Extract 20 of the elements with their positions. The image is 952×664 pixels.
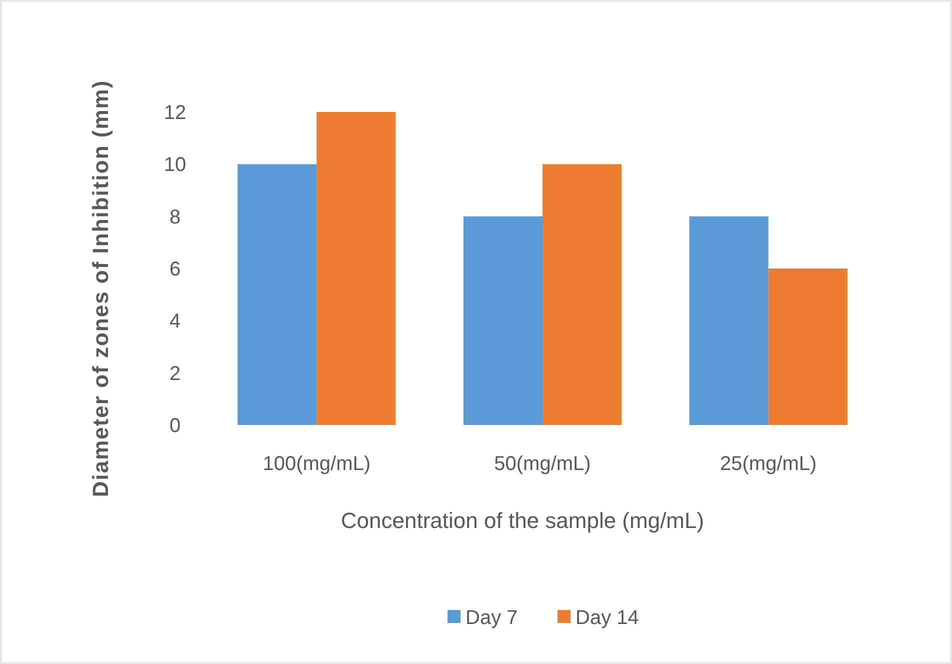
x-tick-label: 25(mg/mL) — [720, 453, 817, 475]
bar — [689, 216, 768, 425]
bar — [238, 164, 317, 425]
y-tick-label: 8 — [169, 206, 181, 228]
y-axis-title: Diameter of zones of Inhibition (mm) — [88, 80, 113, 498]
legend-label: Day 7 — [466, 607, 518, 629]
y-tick-label: 4 — [169, 310, 181, 333]
x-tick-label: 100(mg/mL) — [262, 453, 371, 475]
bar — [542, 164, 622, 425]
legend-label: Day 14 — [576, 607, 639, 629]
y-tick-label: 2 — [169, 362, 181, 385]
bar — [463, 216, 542, 425]
y-tick-label: 6 — [169, 258, 181, 280]
y-tick-label: 10 — [164, 154, 186, 176]
bar — [316, 112, 396, 425]
y-tick-label: 12 — [164, 102, 186, 124]
x-tick-label: 50(mg/mL) — [494, 453, 591, 475]
y-tick-label: 0 — [169, 415, 181, 437]
bar — [768, 268, 848, 425]
x-axis-title: Concentration of the sample (mg/mL) — [340, 508, 704, 533]
